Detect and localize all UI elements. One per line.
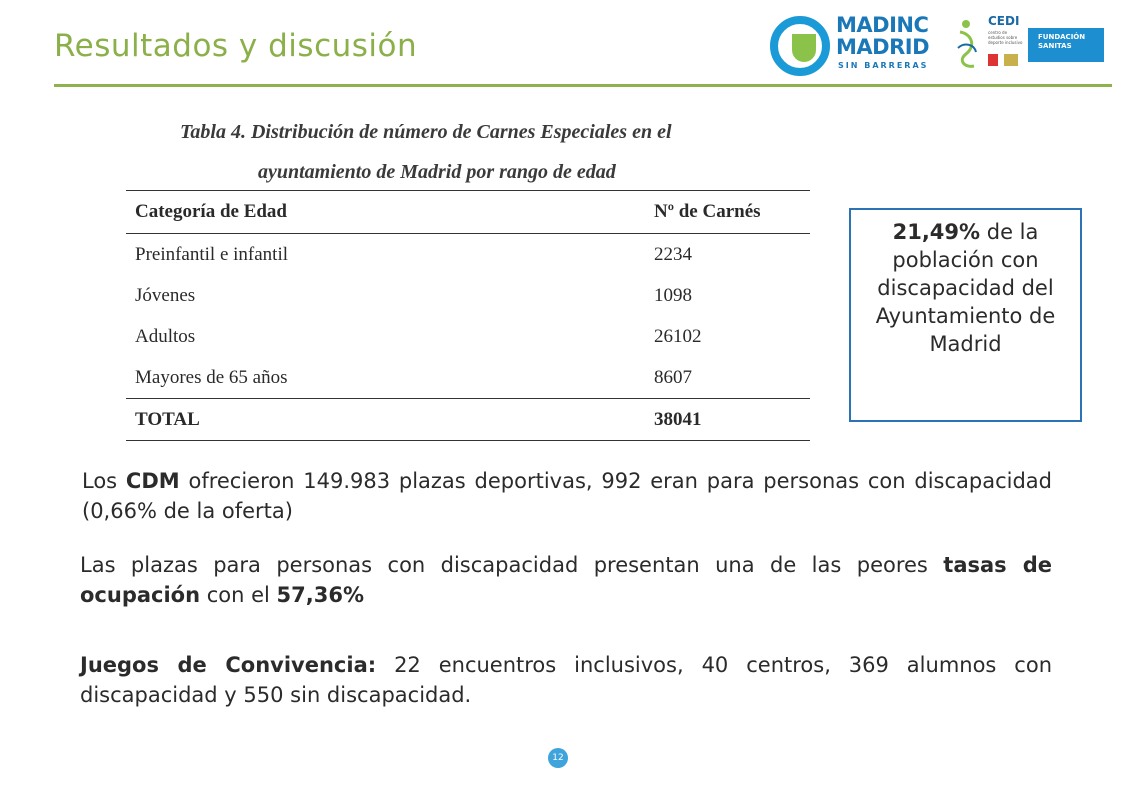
p1-text-cdm: CDM [125, 469, 180, 493]
p2-text-c: con el [200, 583, 277, 607]
callout-highlight: 21,49% [892, 220, 981, 244]
cell-total-label: TOTAL [135, 408, 200, 430]
table-row: Jóvenes 1098 [126, 275, 810, 316]
wheelchair-circle-icon [770, 16, 830, 76]
logo-text-madinc: MADINC [836, 13, 929, 37]
column-header-category: Categoría de Edad [135, 201, 287, 222]
cell-total-value: 38041 [654, 408, 702, 430]
slide-title: Resultados y discusión [54, 28, 418, 64]
table-row: Adultos 26102 [126, 316, 810, 357]
cell-count: 26102 [654, 325, 702, 347]
cell-count: 2234 [654, 243, 692, 265]
callout-text: de la población con discapacidad del Ayu… [875, 220, 1056, 356]
cell-category: Preinfantil e infantil [135, 243, 289, 265]
cell-category: Adultos [135, 325, 196, 347]
cedi-figure-icon [957, 20, 977, 68]
p1-text-c: ofrecieron 149.983 plazas deportivas, 99… [82, 469, 1052, 523]
p2-text-percentage: 57,36% [276, 583, 365, 607]
university-crest-icon [1004, 54, 1018, 66]
cell-count: 8607 [654, 366, 692, 388]
table-row: Preinfantil e infantil 2234 [126, 234, 810, 276]
p2-text-a: Las plazas para personas con discapacida… [80, 553, 944, 577]
age-category-table: Categoría de Edad Nº de Carnés Preinfant… [126, 190, 810, 441]
p1-text-a: Los [82, 469, 126, 493]
sanitas-line2: SANITAS [1038, 42, 1072, 50]
p2-text-tasas: tasas de ocupación [80, 553, 1053, 607]
table-header-row: Categoría de Edad Nº de Carnés [126, 190, 810, 234]
table-row: Mayores de 65 años 8607 [126, 357, 810, 399]
crest-icon [988, 54, 998, 66]
table-caption-line1: Tabla 4. Distribución de número de Carne… [180, 121, 672, 143]
table-caption: Tabla 4. Distribución de número de Carne… [180, 112, 780, 192]
table-caption-line2: ayuntamiento de Madrid por rango de edad [258, 161, 616, 183]
table-total-row: TOTAL 38041 [126, 398, 810, 441]
cedi-name: CEDI [988, 14, 1020, 28]
column-header-count: Nº de Carnés [654, 201, 761, 222]
p3-text-heading: Juegos de Convivencia: [80, 653, 377, 677]
paragraph-juegos-convivencia: Juegos de Convivencia: 22 encuentros inc… [80, 650, 1052, 710]
cell-category: Mayores de 65 años [135, 366, 288, 388]
paragraph-cdm-plazas: Los CDM ofrecieron 149.983 plazas deport… [82, 466, 1052, 526]
paragraph-tasas-ocupacion: Las plazas para personas con discapacida… [80, 550, 1052, 610]
p3-text-body: 22 encuentros inclusivos, 40 centros, 36… [80, 653, 1052, 707]
disability-percentage-callout: 21,49% de la población con discapacidad … [849, 208, 1082, 422]
cell-count: 1098 [654, 284, 692, 306]
logo-text-madrid: MADRID [836, 35, 930, 59]
page-number-badge: 12 [548, 748, 568, 768]
title-divider [54, 84, 1112, 87]
cedi-subtitle: centro de estudios sobre deporte inclusi… [988, 30, 1023, 45]
madinc-madrid-logo: MADINC MADRID SIN BARRERAS [770, 12, 930, 78]
cell-category: Jóvenes [135, 284, 196, 306]
logo-text-sin-barreras: SIN BARRERAS [838, 61, 929, 70]
cedi-logo: CEDI centro de estudios sobre deporte in… [952, 14, 1022, 76]
fundacion-sanitas-logo: FUNDACIÓN SANITAS [1028, 28, 1104, 62]
sanitas-line1: FUNDACIÓN [1038, 33, 1086, 41]
